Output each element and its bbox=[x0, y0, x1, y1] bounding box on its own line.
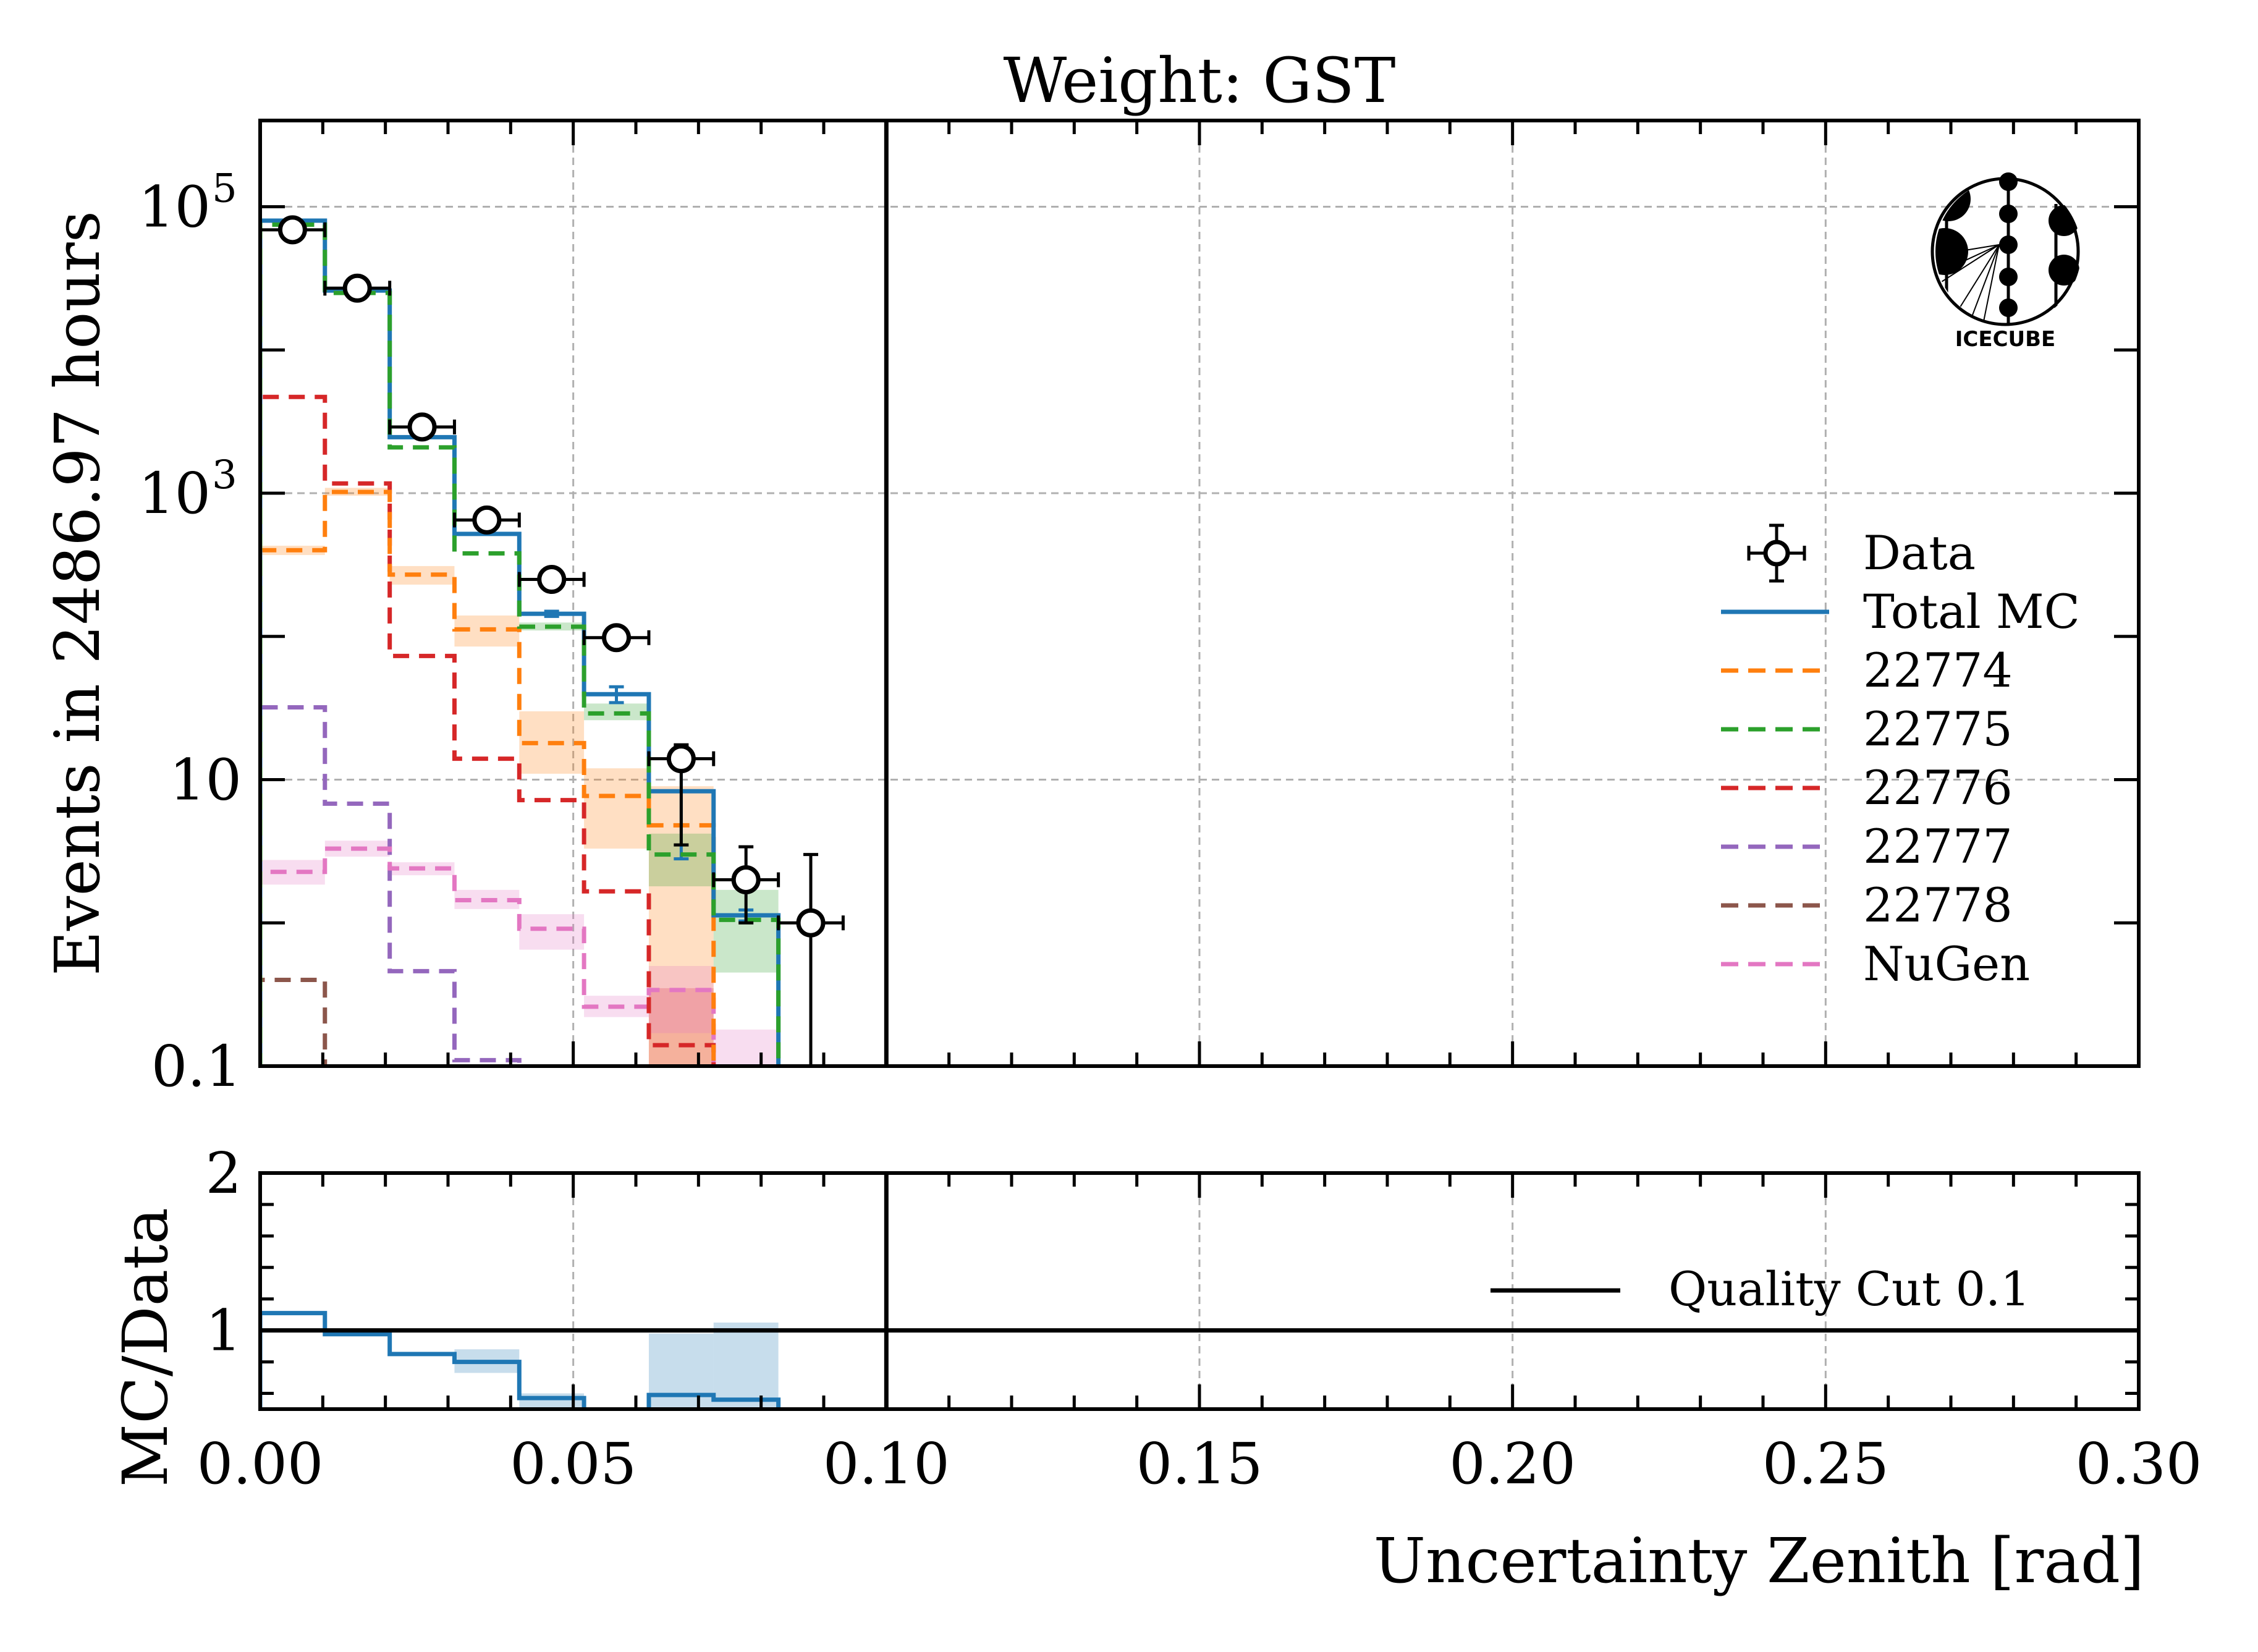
x-tick-label: 0.00 bbox=[197, 1431, 324, 1497]
y-tick-label-exponent: 5 bbox=[212, 166, 237, 212]
x-tick-label: 0.30 bbox=[2076, 1431, 2202, 1497]
ratio-y-tick-label: 2 bbox=[205, 1140, 242, 1206]
legend-item-22778: 22778 bbox=[1721, 878, 2013, 933]
legend-label: 22777 bbox=[1863, 819, 2013, 874]
x-tick-label: 0.20 bbox=[1449, 1431, 1576, 1497]
ratio-step-line bbox=[260, 1311, 781, 1409]
x-tick-label: 0.05 bbox=[510, 1431, 636, 1497]
ratio-ylabel: MC/Data bbox=[109, 1208, 182, 1487]
data-marker bbox=[472, 505, 502, 535]
data-point bbox=[712, 845, 780, 925]
y-tick-label: 10 bbox=[138, 174, 211, 240]
band-22776 bbox=[648, 988, 714, 1066]
data-point bbox=[517, 565, 586, 595]
data-marker bbox=[602, 623, 632, 653]
y-tick-label: 0.1 bbox=[151, 1033, 242, 1099]
data-marker bbox=[407, 412, 437, 442]
legend-item-data: Data bbox=[1747, 523, 1976, 583]
x-tick-label: 0.10 bbox=[823, 1431, 950, 1497]
y-tick-label: 10 bbox=[138, 460, 211, 527]
band-nugen bbox=[260, 860, 325, 885]
ratio-y-tick-label: 1 bbox=[205, 1298, 242, 1364]
legend-item-22776: 22776 bbox=[1721, 760, 2013, 815]
y-tick-label: 10 bbox=[169, 747, 242, 813]
legend-label: 22778 bbox=[1863, 878, 2013, 933]
ratio-legend: Quality Cut 0.1 bbox=[1491, 1261, 2030, 1316]
legend-item-22775: 22775 bbox=[1721, 701, 2013, 756]
legend-item-22774: 22774 bbox=[1721, 643, 2013, 698]
step-22777 bbox=[260, 705, 522, 1066]
data-point bbox=[323, 273, 392, 303]
icecube-logo: ICECUBE bbox=[1930, 172, 2080, 352]
legend-quality-cut-label: Quality Cut 0.1 bbox=[1668, 1261, 2030, 1316]
ratio-uncertainty-bands bbox=[454, 1322, 779, 1409]
band-nugen bbox=[648, 966, 714, 1033]
data-point bbox=[582, 623, 651, 653]
data-point bbox=[647, 743, 716, 847]
band-nugen bbox=[519, 914, 585, 950]
step-22776 bbox=[260, 394, 716, 1066]
data-marker bbox=[666, 744, 696, 774]
x-tick-label: 0.25 bbox=[1762, 1431, 1889, 1497]
main-data-points bbox=[260, 215, 845, 1066]
legend-label: 22774 bbox=[1863, 643, 2013, 698]
legend-label: Data bbox=[1863, 525, 1976, 580]
ratio-step bbox=[260, 1311, 781, 1409]
step-22778 bbox=[260, 977, 328, 1066]
band-nugen bbox=[713, 1029, 779, 1066]
data-marker bbox=[731, 865, 761, 894]
legend-item-22777: 22777 bbox=[1721, 819, 2013, 874]
legend-label: Total MC bbox=[1863, 584, 2080, 639]
ratio-axes: 0.00 0.05 0.10 0.15 0.20 0.25 0.30 1 2 bbox=[197, 1140, 2202, 1497]
ratio-band bbox=[648, 1333, 714, 1409]
legend-label: 22775 bbox=[1863, 701, 2013, 756]
xlabel: Uncertainty Zenith [rad] bbox=[1374, 1525, 2144, 1597]
data-point bbox=[452, 505, 521, 535]
legend-label: NuGen bbox=[1863, 936, 2030, 991]
data-marker bbox=[342, 273, 372, 303]
band-22774 bbox=[584, 768, 649, 849]
main-ylabel: Events in 2486.97 hours bbox=[41, 211, 114, 976]
chart-title: Weight: GST bbox=[1004, 44, 1396, 117]
icecube-logo-text: ICECUBE bbox=[1955, 327, 2056, 352]
data-marker bbox=[537, 565, 567, 595]
data-marker bbox=[796, 908, 826, 938]
data-marker bbox=[277, 215, 307, 245]
x-tick-label: 0.15 bbox=[1136, 1431, 1263, 1497]
y-tick-label-exponent: 3 bbox=[212, 452, 237, 498]
legend-label: 22776 bbox=[1863, 760, 2013, 815]
data-point bbox=[260, 215, 327, 245]
data-point bbox=[777, 853, 845, 1066]
data-point bbox=[388, 412, 456, 442]
legend-item-total-mc: Total MC bbox=[1721, 584, 2080, 639]
legend-data-marker bbox=[1763, 540, 1790, 567]
legend-item-nugen: NuGen bbox=[1721, 936, 2030, 991]
step-nugen bbox=[260, 846, 716, 1066]
ratio-band bbox=[713, 1322, 779, 1409]
